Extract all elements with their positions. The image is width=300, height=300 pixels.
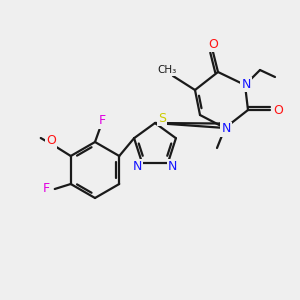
Text: N: N — [241, 77, 251, 91]
Text: F: F — [43, 182, 50, 196]
Text: N: N — [132, 160, 142, 173]
Text: O: O — [46, 134, 56, 148]
Text: N: N — [168, 160, 178, 173]
Text: O: O — [273, 103, 283, 116]
Text: N: N — [221, 122, 231, 136]
Text: O: O — [208, 38, 218, 50]
Text: F: F — [98, 115, 106, 128]
Text: S: S — [158, 112, 166, 124]
Text: CH₃: CH₃ — [158, 65, 177, 75]
